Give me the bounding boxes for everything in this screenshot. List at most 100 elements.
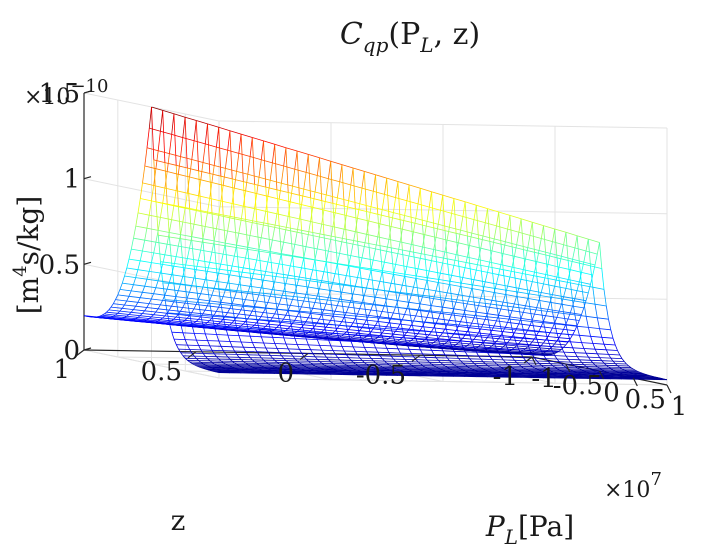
surface-mesh-line-x	[547, 350, 560, 352]
surface-mesh-line-y	[471, 317, 475, 324]
surface-mesh-line-y	[301, 257, 305, 268]
surface-mesh-line-x	[435, 290, 448, 294]
surface-mesh-line-x	[404, 273, 416, 277]
surface-mesh-line-y	[182, 355, 186, 359]
surface-mesh-line-y	[220, 254, 224, 265]
surface-mesh-line-y	[372, 174, 376, 192]
surface-mesh-line-x	[267, 332, 279, 334]
surface-mesh-line-y	[269, 239, 273, 252]
surface-mesh-line-x	[355, 208, 367, 212]
surface-mesh-line-y	[348, 265, 352, 287]
surface-mesh-line-x	[536, 339, 549, 341]
surface-mesh-line-x	[413, 338, 425, 341]
surface-mesh-line-y	[193, 304, 197, 310]
surface-mesh-line-y	[381, 329, 385, 334]
surface-mesh-line-y	[455, 354, 459, 359]
surface-mesh-line-y	[513, 328, 517, 334]
surface-mesh-line-x	[185, 339, 197, 341]
surface-mesh-line-y	[323, 353, 327, 358]
surface-mesh-line-y	[516, 323, 520, 329]
surface-mesh-line-x	[476, 311, 488, 315]
surface-mesh-line-x	[330, 290, 342, 293]
surface-mesh-line-y	[130, 284, 134, 292]
surface-mesh-line-y	[119, 308, 123, 312]
surface-mesh-line-x	[352, 293, 365, 296]
surface-mesh-line-y	[366, 351, 370, 356]
surface-mesh-line-y	[509, 336, 513, 341]
surface-mesh-line-y	[549, 241, 553, 254]
surface-mesh-line-x	[451, 346, 464, 348]
surface-mesh-line-y	[572, 298, 576, 307]
surface-mesh-line-x	[420, 342, 432, 345]
surface-mesh-line-y	[444, 240, 448, 253]
surface-mesh-line-x	[375, 304, 387, 307]
surface-mesh-line-x	[182, 307, 194, 310]
surface-mesh-line-x	[119, 310, 132, 313]
surface-mesh-line-y	[547, 253, 551, 265]
surface-mesh-line-y	[202, 353, 206, 357]
surface-mesh-line-x	[467, 345, 479, 347]
surface-mesh-line-y	[220, 304, 224, 318]
surface-mesh-line-x	[323, 329, 336, 332]
surface-mesh-line-y	[231, 297, 235, 304]
surface-mesh-line-y	[446, 357, 450, 361]
surface-mesh-line-y	[446, 284, 450, 293]
surface-mesh-line-x	[292, 333, 304, 336]
surface-mesh-line-y	[480, 265, 484, 287]
surface-mesh-line-x	[285, 314, 297, 317]
surface-mesh-line-y	[133, 305, 137, 310]
surface-mesh-line-y	[323, 326, 327, 331]
surface-mesh-line-x	[422, 321, 434, 324]
surface-mesh-line-y	[278, 253, 282, 264]
surface-mesh-line-x	[350, 337, 362, 340]
surface-mesh-line-x	[350, 340, 363, 343]
surface-mesh-line-y	[458, 333, 462, 342]
surface-mesh-line-x	[225, 315, 237, 318]
surface-mesh-line-y	[415, 338, 419, 345]
surface-mesh-line-x	[572, 300, 584, 303]
surface-mesh-line-x	[552, 311, 564, 314]
surface-mesh-line-y	[379, 272, 383, 282]
surface-mesh-line-x	[498, 314, 510, 318]
surface-mesh-line-y	[128, 312, 132, 315]
surface-mesh-line-x	[128, 295, 141, 299]
surface-mesh-line-x	[485, 319, 497, 322]
surface-mesh-line-y	[278, 352, 282, 357]
surface-mesh-line-y	[509, 353, 513, 358]
surface-mesh-line-y	[560, 329, 564, 334]
surface-mesh-line-x	[218, 215, 230, 219]
surface-mesh-line-x	[361, 187, 374, 192]
surface-mesh-line-x	[319, 345, 331, 347]
surface-mesh-line-y	[204, 212, 208, 227]
surface-mesh-line-x	[151, 262, 163, 265]
surface-mesh-line-x	[516, 352, 528, 354]
surface-mesh-line-y	[204, 305, 208, 311]
surface-mesh-line-y	[585, 239, 589, 252]
surface-mesh-line-y	[272, 144, 276, 163]
surface-mesh-line-y	[330, 345, 334, 351]
surface-mesh-line-y	[386, 322, 390, 327]
surface-mesh-line-x	[258, 294, 271, 297]
surface-mesh-line-x	[276, 213, 289, 217]
surface-mesh-line-x	[131, 319, 143, 322]
surface-mesh-line-y	[619, 354, 623, 359]
surface-mesh-line-x	[585, 250, 598, 255]
surface-mesh-line-x	[574, 247, 587, 252]
surface-mesh-line-x	[460, 229, 472, 234]
surface-mesh-line-y	[538, 238, 542, 251]
surface-mesh	[83, 106, 668, 381]
surface-mesh-line-y	[254, 259, 258, 270]
surface-mesh-line-x	[364, 323, 376, 326]
surface-mesh-line-y	[469, 263, 473, 285]
surface-mesh-line-x	[406, 308, 419, 311]
surface-mesh-line-x	[196, 120, 208, 125]
surface-mesh-line-x	[113, 303, 125, 306]
surface-mesh-line-x	[205, 267, 217, 270]
surface-mesh-line-y	[247, 354, 251, 358]
surface-mesh-line-y	[440, 262, 443, 274]
surface-mesh-line-y	[227, 274, 231, 284]
surface-mesh-line-x	[227, 149, 239, 154]
surface-mesh-line-x	[418, 344, 430, 346]
surface-mesh-line-y	[527, 235, 531, 248]
surface-mesh-line-y	[292, 244, 296, 256]
